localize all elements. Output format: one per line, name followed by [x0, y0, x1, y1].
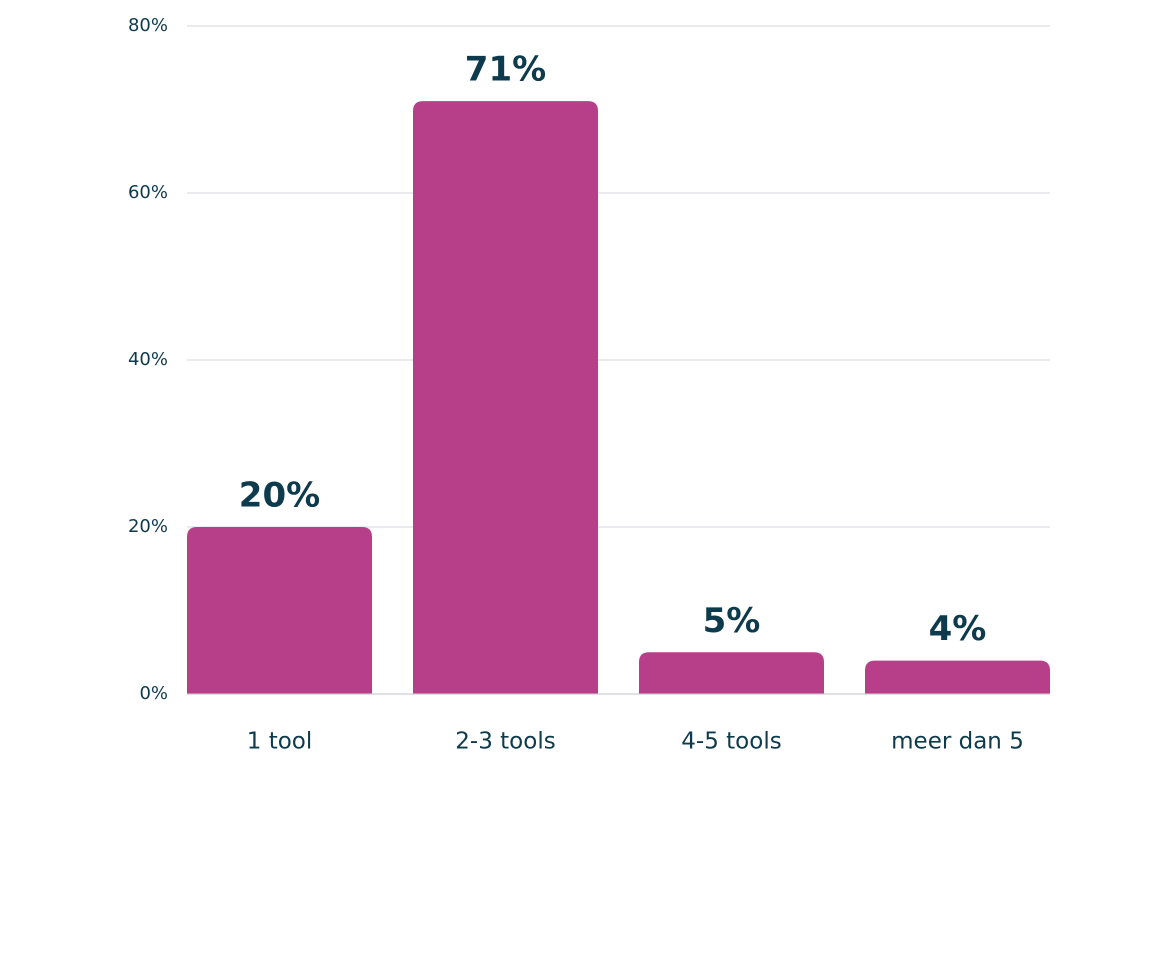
value-label: 5% [703, 601, 761, 641]
bar [413, 101, 598, 694]
x-tick-label: meer dan 5 [891, 729, 1024, 755]
value-label: 71% [465, 50, 546, 90]
y-tick-label: 40% [128, 349, 168, 370]
value-label: 20% [239, 476, 320, 516]
y-tick-label: 60% [128, 182, 168, 203]
bar [865, 660, 1050, 694]
bar [639, 652, 824, 694]
x-tick-label: 2-3 tools [455, 729, 555, 755]
x-tick-label: 1 tool [247, 729, 313, 755]
y-tick-label: 0% [139, 683, 168, 704]
y-tick-label: 20% [128, 516, 168, 537]
value-label: 4% [929, 609, 987, 649]
x-tick-label: 4-5 tools [681, 729, 781, 755]
y-tick-label: 80% [128, 15, 168, 36]
bar [187, 527, 372, 694]
